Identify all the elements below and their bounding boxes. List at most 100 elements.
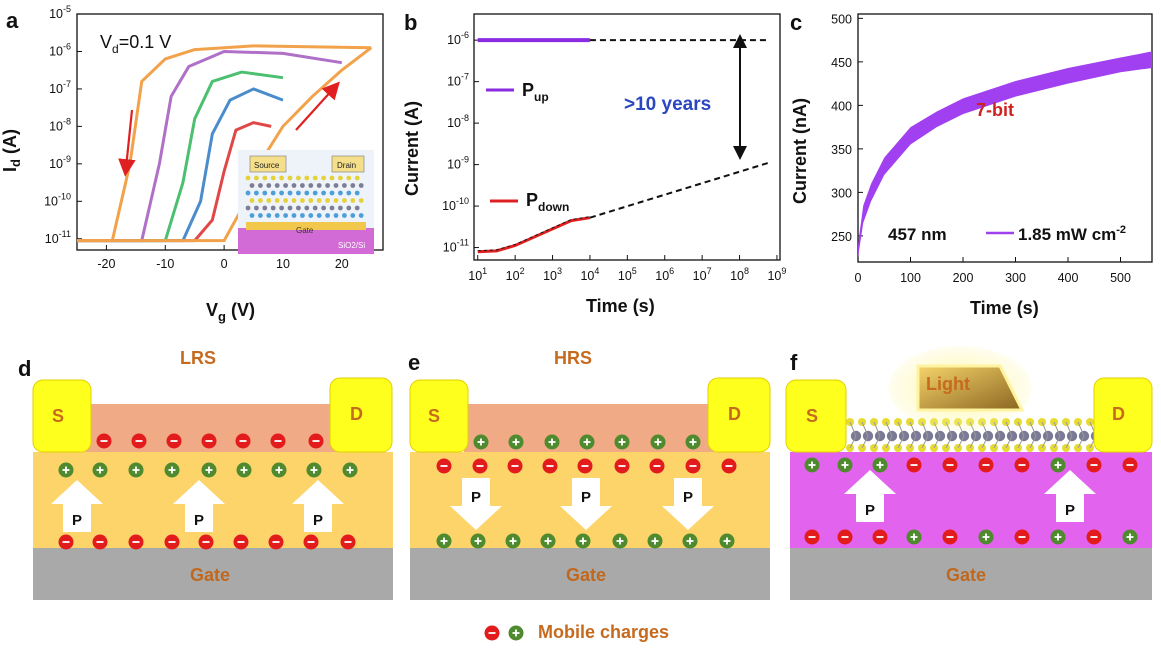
y-tick-label-a: 10-6 bbox=[49, 41, 71, 58]
source-label-f: S bbox=[806, 406, 818, 426]
inset-atom bbox=[346, 175, 352, 181]
inset-atom bbox=[274, 183, 280, 188]
inset-atom bbox=[245, 205, 251, 211]
inset-atom bbox=[329, 175, 335, 181]
negative-charge bbox=[1014, 529, 1030, 545]
x-axis-label-a: Vg (V) bbox=[206, 300, 255, 324]
inset-atom bbox=[266, 198, 272, 203]
inset-atom bbox=[304, 175, 310, 181]
x-tick-label-b: 108 bbox=[730, 266, 749, 283]
inset-atom bbox=[279, 175, 284, 181]
retention-series bbox=[477, 38, 770, 254]
y-axis-a: 10-11 10-10 10-9 10-8 10-7 10-6 10-5 bbox=[44, 4, 82, 246]
negative-charge bbox=[235, 433, 251, 449]
inset-atom bbox=[321, 205, 326, 211]
positive-charge bbox=[271, 462, 287, 478]
negative-charge bbox=[721, 458, 737, 474]
x-axis-label-b: Time (s) bbox=[586, 296, 655, 316]
positive-charge bbox=[201, 462, 217, 478]
panel-e: e HRS Gate S D P P P bbox=[408, 348, 771, 600]
x-tick-label-a: -10 bbox=[156, 257, 174, 271]
negative-charge bbox=[308, 433, 324, 449]
inset-atom bbox=[283, 183, 288, 188]
inset-atom bbox=[321, 175, 326, 181]
inset-atom bbox=[333, 183, 339, 188]
inset-atom bbox=[308, 213, 314, 218]
y-axis-b: 10-11 10-10 10-9 10-8 10-7 10-6 bbox=[442, 30, 479, 255]
panel-label-c: c bbox=[790, 10, 802, 35]
inset-atom bbox=[283, 198, 288, 203]
negative-charge bbox=[128, 534, 144, 550]
inset-atom bbox=[291, 198, 297, 203]
inset-atom bbox=[270, 205, 276, 211]
positive-charge bbox=[685, 434, 701, 450]
negative-charge bbox=[270, 433, 286, 449]
positive-charge bbox=[978, 529, 994, 545]
negative-charge bbox=[58, 534, 74, 550]
positive-charge bbox=[575, 533, 591, 549]
inset-atom bbox=[321, 190, 326, 196]
polarization-label: P bbox=[1065, 502, 1075, 519]
mobile-charges-legend: Mobile charges bbox=[484, 622, 669, 642]
positive-charge bbox=[164, 462, 180, 478]
negative-charge bbox=[92, 534, 108, 550]
y-tick-label-c: 450 bbox=[831, 56, 852, 70]
wavelength-label: 457 nm bbox=[888, 225, 947, 244]
drain-electrode-e bbox=[707, 377, 771, 453]
arrow-shape bbox=[560, 478, 612, 530]
negative-charge bbox=[577, 458, 593, 474]
source-label-e: S bbox=[428, 406, 440, 426]
x-tick-label-a: 10 bbox=[276, 257, 290, 271]
y-tick-label-c: 350 bbox=[831, 143, 852, 157]
lattice-bond bbox=[957, 435, 965, 449]
arrow-shape bbox=[844, 470, 896, 522]
inset-atom bbox=[262, 190, 268, 196]
negative-charge bbox=[649, 458, 665, 474]
y-axis-label-a: Id (A) bbox=[0, 129, 23, 172]
y-tick-label-b: 10-8 bbox=[447, 113, 469, 130]
inset-atom bbox=[254, 175, 259, 181]
lattice-bond bbox=[921, 421, 929, 437]
polarization-up-arrow: P bbox=[51, 480, 103, 532]
source-electrode-d bbox=[32, 379, 92, 453]
positive-charge bbox=[650, 434, 666, 450]
negative-charge bbox=[303, 534, 319, 550]
positive-charge bbox=[906, 529, 922, 545]
inset-atom bbox=[249, 198, 255, 203]
inset-atom bbox=[279, 205, 284, 211]
lattice-bond bbox=[969, 435, 977, 449]
positive-charge bbox=[682, 533, 698, 549]
inset-atom bbox=[346, 190, 352, 196]
negative-charge bbox=[96, 433, 112, 449]
gate-layer-f bbox=[790, 548, 1152, 600]
inset-atom bbox=[308, 183, 314, 188]
lattice-bond bbox=[1017, 435, 1025, 449]
polarization-label: P bbox=[865, 502, 875, 519]
inset-atom bbox=[249, 213, 255, 218]
inset-atom bbox=[350, 213, 356, 218]
negative-charge bbox=[166, 433, 182, 449]
inset-atom bbox=[312, 205, 318, 211]
source-electrode-f bbox=[785, 379, 847, 453]
inset-atom bbox=[354, 190, 360, 196]
x-tick-label-a: -20 bbox=[97, 257, 115, 271]
negative-charge bbox=[164, 534, 180, 550]
x-tick-label-a: 20 bbox=[335, 257, 349, 271]
inset-atom bbox=[358, 198, 364, 203]
transfer-curve bbox=[77, 49, 343, 243]
positive-charge bbox=[470, 533, 486, 549]
negative-charge bbox=[436, 458, 452, 474]
positive-charge bbox=[540, 533, 556, 549]
inset-atom bbox=[254, 205, 259, 211]
negative-charge bbox=[131, 433, 147, 449]
bit-annotation: 7-bit bbox=[976, 100, 1014, 120]
positive-charge bbox=[92, 462, 108, 478]
transfer-curves bbox=[77, 44, 373, 243]
inset-substrate bbox=[238, 228, 374, 254]
drain-label-f: D bbox=[1112, 404, 1125, 424]
inset-atom bbox=[274, 213, 280, 218]
panel-c: c 250 300 350 400 450 500 0 100 200 300 400 500 Cu… bbox=[790, 10, 1153, 318]
inset-atom bbox=[346, 205, 352, 211]
